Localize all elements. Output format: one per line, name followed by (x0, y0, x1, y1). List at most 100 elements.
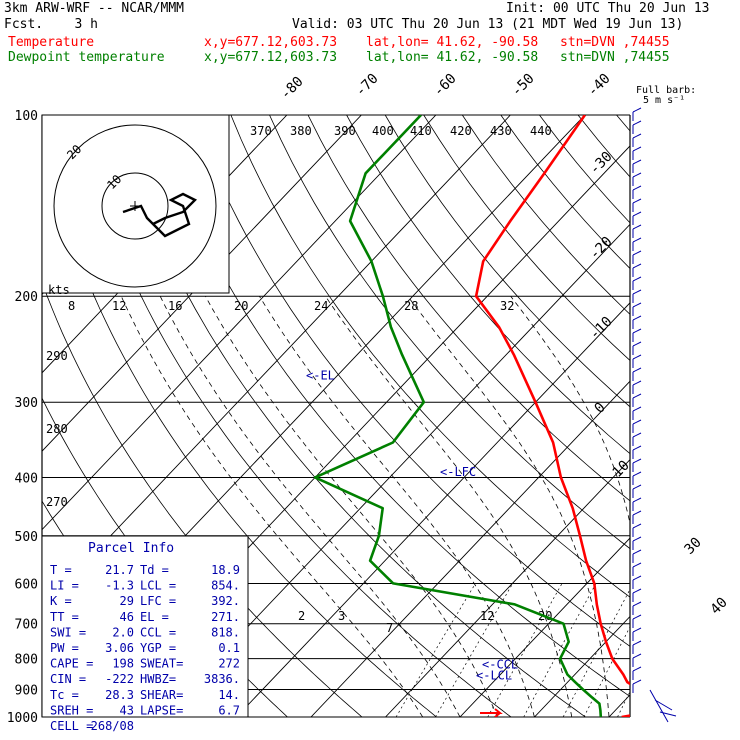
parcel-value: 46 (120, 610, 134, 624)
temperature-legend: Temperature (8, 35, 95, 50)
parcel-value: 818. (211, 625, 240, 639)
isotherm-line (42, 115, 511, 609)
isotherm-label: -40 (585, 71, 614, 100)
parcel-value: 268/08 (91, 719, 134, 733)
isotherm-label: 30 (682, 535, 705, 558)
moist-adiabat (120, 296, 424, 717)
temperature-xy: x,y=677.12,603.73 (204, 35, 338, 50)
theta-label-top: 440 (530, 124, 552, 138)
parcel-value: 272 (218, 657, 240, 671)
dewpoint-station: stn=DVN ,74455 (560, 50, 670, 65)
parcel-key: PW = (50, 641, 79, 655)
temperature-profile (474, 115, 630, 717)
isotherm-label: -20 (587, 234, 616, 263)
wind-barb-flag (632, 159, 642, 165)
hodo-speed-label: 12 (112, 299, 126, 313)
wind-barb-flag (632, 497, 642, 503)
parcel-key: SREH = (50, 703, 93, 717)
theta-label-top: 420 (450, 124, 472, 138)
hodo-speed-label: 32 (500, 299, 514, 313)
dry-adiabat (732, 115, 740, 717)
isotherm-label: -80 (278, 74, 307, 103)
parcel-info-title: Parcel Info (88, 541, 174, 556)
mixing-ratio-label: 3 (338, 609, 345, 623)
wind-barb-flag (632, 185, 642, 191)
init-time: Init: 00 UTC Thu 20 Jun 13 (506, 1, 710, 16)
wind-barb-flag (632, 588, 642, 594)
mixing-ratio-line (617, 690, 630, 717)
parcel-value: 6.7 (218, 703, 240, 717)
wind-barb-flag (632, 458, 642, 464)
surface-temp-marker (480, 708, 503, 717)
dry-adiabat (42, 132, 437, 717)
isotherm-line (385, 458, 630, 717)
mixing-ratio-label: 7 (386, 621, 393, 635)
parcel-value: 3.06 (105, 641, 134, 655)
wind-barb-flag (632, 601, 642, 607)
dry-adiabat (153, 115, 630, 698)
parcel-key: CCL = (140, 625, 176, 639)
wind-legend-units: 5 m s⁻¹ (643, 95, 685, 106)
theta-label-top: 410 (410, 124, 432, 138)
parcel-key: SWEAT= (140, 657, 183, 671)
parcel-value: 854. (211, 579, 240, 593)
wind-barb-flag (632, 653, 642, 659)
dry-adiabat (307, 115, 630, 502)
dry-adiabat (269, 115, 630, 550)
wind-barb-flag (632, 237, 642, 243)
wind-barb-flag (632, 172, 642, 178)
parcel-key: HWBZ= (140, 672, 176, 686)
wind-barb-flag (632, 536, 642, 542)
moist-adiabat (325, 295, 573, 717)
moist-adiabat (259, 295, 535, 717)
moist-adiabat (205, 296, 498, 717)
level-marker: <-LFC (440, 465, 476, 479)
parcel-value: 2.0 (112, 625, 134, 639)
parcel-value: 392. (211, 594, 240, 608)
parcel-value: 21.7 (105, 563, 134, 577)
wind-barb-flag (632, 666, 642, 672)
wind-barb-flag (632, 315, 642, 321)
moist-adiabat (629, 296, 630, 298)
parcel-key: YGP = (140, 641, 176, 655)
dry-adiabat (114, 115, 586, 717)
parcel-value: 271. (211, 610, 240, 624)
parcel-value: -222 (105, 672, 134, 686)
theta-label-left: 280 (46, 422, 68, 436)
isotherm-line (42, 115, 437, 531)
mixing-ratio-line (395, 583, 476, 717)
parcel-value: -1.3 (105, 579, 134, 593)
mixing-ratio-label: 12 (480, 609, 494, 623)
parcel-key: CIN = (50, 672, 86, 686)
parcel-value: 0.1 (218, 641, 240, 655)
pressure-tick-label: 800 (15, 653, 38, 668)
pressure-tick-label: 700 (15, 618, 38, 633)
parcel-value: 28.3 (105, 688, 134, 702)
dewpoint-xy: x,y=677.12,603.73 (204, 50, 338, 65)
wind-barb-flag (632, 510, 642, 516)
forecast-hour: Fcst. 3 h (4, 17, 98, 32)
dewpoint-legend: Dewpoint temperature (8, 50, 165, 65)
hodo-speed-label: 8 (68, 299, 75, 313)
wind-barb-flag (632, 614, 642, 620)
wind-barb-flag (632, 328, 642, 334)
parcel-value: 3836. (204, 672, 240, 686)
wind-barb-flag (632, 211, 642, 217)
parcel-key: LCL = (140, 579, 176, 593)
isotherm-line (459, 537, 630, 717)
wind-barb-flag (632, 133, 642, 139)
parcel-key: Tc = (50, 688, 79, 702)
parcel-value: 198 (112, 657, 134, 671)
level-marker: <-CCL (482, 657, 518, 671)
mixing-ratio-line (435, 583, 514, 717)
isotherm-line (310, 380, 630, 717)
dry-adiabat (76, 115, 512, 717)
pressure-tick-label: 200 (15, 290, 38, 305)
isotherm-label: -10 (587, 314, 616, 343)
dry-adiabat (384, 115, 630, 408)
wind-barb-flag (632, 341, 642, 347)
theta-label-top: 430 (490, 124, 512, 138)
parcel-key: Td = (140, 563, 169, 577)
dry-adiabat (539, 115, 630, 224)
